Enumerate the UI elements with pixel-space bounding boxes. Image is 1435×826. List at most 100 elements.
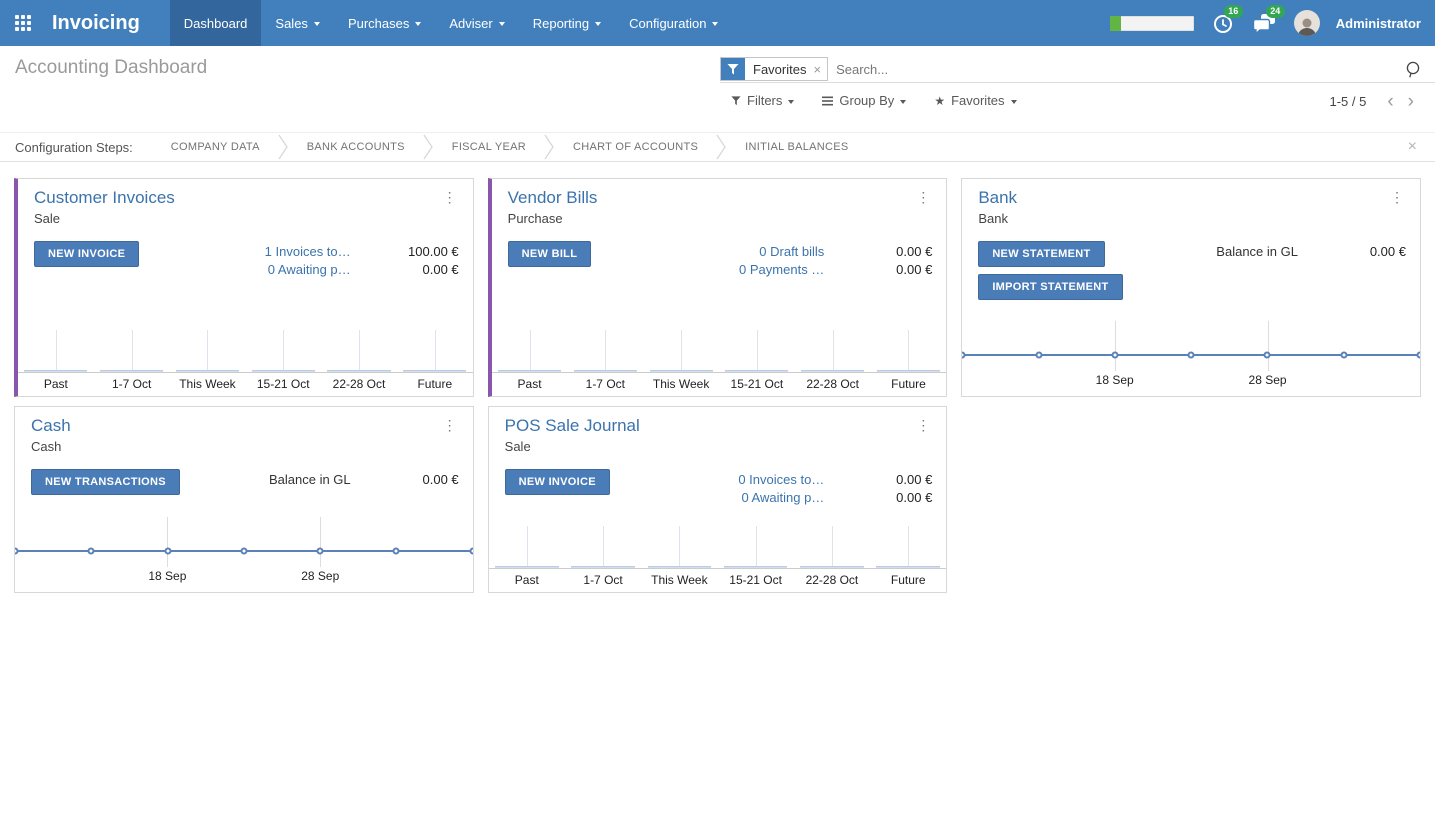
payments-matching-link[interactable]: 0 Payments … (739, 262, 825, 277)
app-brand: Invoicing (52, 11, 140, 34)
chart-point-marker (240, 547, 248, 555)
activities-button[interactable]: 16 (1210, 5, 1243, 36)
chevron-separator-icon (716, 134, 727, 160)
step-bank-accounts[interactable]: BANK ACCOUNTS (306, 141, 405, 153)
chart-point-marker (1416, 351, 1420, 359)
pager-next-icon[interactable]: › (1407, 91, 1414, 112)
new-invoice-button[interactable]: NEW INVOICE (34, 241, 140, 267)
chart-bar (327, 370, 391, 372)
journal-title-link[interactable]: POS Sale Journal (504, 416, 640, 435)
amount-value: 0.00 € (896, 262, 933, 277)
chart-category-label: 1-7 Oct (583, 573, 623, 587)
step-initial-balances[interactable]: INITIAL BALANCES (745, 141, 849, 153)
user-menu-button[interactable] (1293, 10, 1320, 36)
chart-point-marker (164, 547, 172, 555)
journal-title-link[interactable]: Bank (978, 188, 1018, 207)
progress-bar (1109, 15, 1194, 31)
chart-bar (498, 370, 562, 372)
chevron-separator-icon (423, 134, 434, 160)
chart-category-label: This Week (652, 377, 710, 391)
nav-item-label: Sales (275, 15, 308, 31)
chart-category-label: 1-7 Oct (111, 377, 152, 391)
group-by-button[interactable]: Group By (822, 93, 907, 108)
journal-title-link[interactable]: Cash (31, 416, 71, 435)
chart-plot-area (491, 330, 947, 373)
nav-item-reporting[interactable]: Reporting (519, 0, 615, 46)
kebab-menu-icon[interactable]: ⋮ (1389, 189, 1404, 205)
clock-icon (1213, 15, 1232, 33)
journal-title-link[interactable]: Vendor Bills (507, 188, 598, 207)
chart-bar (876, 370, 940, 372)
chevron-down-icon (415, 22, 422, 26)
chart-tick-line (908, 330, 910, 372)
journal-type-label: Cash (31, 439, 62, 454)
chart-tick-line (283, 330, 285, 372)
sparkline-bar-chart: Past 1-7 Oct This Week 15-21 Oct 22-28 Oct Fu… (491, 330, 947, 396)
chevron-down-icon (595, 22, 602, 26)
chart-tick-line (679, 526, 681, 568)
nav-item-dashboard[interactable]: Dashboard (169, 0, 262, 46)
invoices-to-validate-link[interactable]: 1 Invoices to… (264, 244, 351, 259)
sparkline-line-chart: 18 Sep 28 Sep (962, 321, 1420, 396)
new-bill-button[interactable]: NEW BILL (507, 241, 592, 267)
new-statement-button[interactable]: NEW STATEMENT (978, 241, 1105, 267)
step-chart-of-accounts[interactable]: CHART OF ACCOUNTS (573, 141, 699, 153)
chart-tick-line (831, 526, 833, 568)
kebab-menu-icon[interactable]: ⋮ (916, 417, 931, 433)
chart-point-marker (15, 547, 19, 555)
chart-category-label: 1-7 Oct (585, 377, 625, 391)
amount-value: 0.00 € (422, 262, 459, 277)
top-menu: Dashboard Sales Purchases Adviser Report… (169, 0, 733, 46)
draft-bills-link[interactable]: 0 Draft bills (759, 244, 825, 259)
chart-category-label: 15-21 Oct (730, 377, 784, 391)
chevron-down-icon (498, 22, 505, 26)
nav-item-label: Purchases (347, 15, 410, 31)
kebab-menu-icon[interactable]: ⋮ (442, 189, 457, 205)
chart-category-label: 22-28 Oct (332, 377, 386, 391)
chart-bar (801, 370, 865, 372)
configuration-steps-bar: Configuration Steps: COMPANY DATA BANK A… (0, 132, 1435, 162)
search-input[interactable] (828, 61, 1401, 77)
awaiting-payments-link[interactable]: 0 Awaiting p… (267, 262, 351, 277)
nav-item-purchases[interactable]: Purchases (334, 0, 435, 46)
chart-point-marker (316, 547, 324, 555)
nav-item-sales[interactable]: Sales (261, 0, 334, 46)
nav-item-label: Reporting (532, 15, 590, 31)
new-invoice-button[interactable]: NEW INVOICE (504, 469, 610, 495)
remove-facet-icon[interactable]: × (813, 61, 822, 77)
chart-category-label: This Week (179, 377, 236, 391)
chart-point-marker (1263, 351, 1271, 359)
chart-x-label: 28 Sep (301, 569, 340, 583)
apps-menu-button[interactable] (0, 0, 46, 46)
chart-bar (573, 370, 637, 372)
search-facet-favorites: Favorites × (720, 57, 829, 81)
step-company-data[interactable]: COMPANY DATA (170, 141, 260, 153)
pager-range: 1-5 / 5 (1329, 94, 1367, 109)
new-transactions-button[interactable]: NEW TRANSACTIONS (31, 469, 180, 495)
nav-item-label: Dashboard (183, 15, 248, 31)
group-by-button-label: Group By (839, 93, 895, 108)
nav-item-adviser[interactable]: Adviser (435, 0, 518, 46)
chevron-separator-icon (278, 134, 289, 160)
page-title: Accounting Dashboard (15, 57, 208, 78)
chart-bar (100, 370, 164, 372)
kebab-menu-icon[interactable]: ⋮ (916, 189, 931, 205)
sparkline-bar-chart: Past 1-7 Oct This Week 15-21 Oct 22-28 Oct Fu… (488, 526, 947, 592)
journal-title-link[interactable]: Customer Invoices (34, 188, 175, 207)
chart-x-label: 18 Sep (148, 569, 187, 583)
favorites-button[interactable]: ★ Favorites (934, 93, 1017, 108)
pager-previous-icon[interactable]: ‹ (1387, 91, 1394, 112)
close-icon[interactable]: × (1407, 138, 1417, 155)
kebab-menu-icon[interactable]: ⋮ (442, 417, 457, 433)
filters-button[interactable]: Filters (731, 93, 795, 108)
invoices-to-validate-link[interactable]: 0 Invoices to… (738, 472, 825, 487)
import-statement-button[interactable]: IMPORT STATEMENT (978, 274, 1123, 300)
search-icon[interactable] (1404, 60, 1423, 84)
chart-tick-line (434, 330, 436, 372)
awaiting-payments-link[interactable]: 0 Awaiting p… (741, 490, 825, 505)
messages-button[interactable]: 24 (1252, 5, 1285, 36)
user-name[interactable]: Administrator (1335, 15, 1421, 31)
nav-item-configuration[interactable]: Configuration (615, 0, 732, 46)
step-fiscal-year[interactable]: FISCAL YEAR (451, 141, 527, 153)
journal-card-vendor-bills: Vendor Bills Purchase ⋮ NEW BILL 0 Draft… (487, 178, 948, 397)
